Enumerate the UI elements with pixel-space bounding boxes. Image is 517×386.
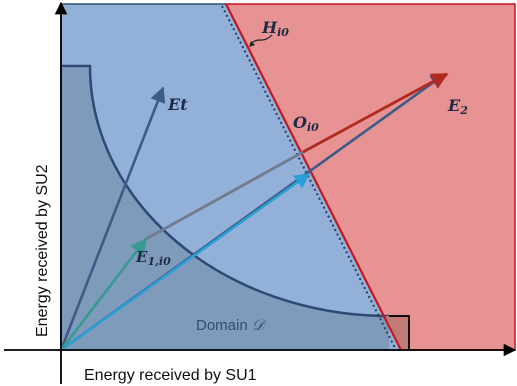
vector-e2-light-arrow [60, 172, 311, 352]
hyperplane-pointer [250, 34, 273, 45]
vector-e2-label: E2 [447, 96, 468, 117]
hyperplane-label: Hi0 [261, 18, 289, 39]
vector-e1-label: E1,i0 [135, 248, 171, 268]
vector-e1-arrow [59, 237, 148, 351]
connector-red-arrow [302, 72, 449, 154]
corner-square [386, 316, 409, 350]
y-axis-label: Energy received by SU2 [34, 164, 51, 337]
domain-boundary [61, 64, 389, 318]
connector-gray [145, 150, 304, 241]
hyperplane-line [225, 3, 402, 351]
corner-square-edge [389, 315, 410, 350]
vector-et-arrow [59, 86, 166, 351]
hyperplane-pointer-head [249, 41, 255, 47]
intersection-label: Oi0 [293, 113, 319, 134]
vector-et-label: Et [167, 95, 188, 114]
domain-label: Domain 𝒟 [196, 316, 267, 334]
hyperplane-dashed [221, 5, 397, 351]
x-axis-label: Energy received by SU1 [84, 367, 257, 384]
domain-region [61, 66, 389, 350]
